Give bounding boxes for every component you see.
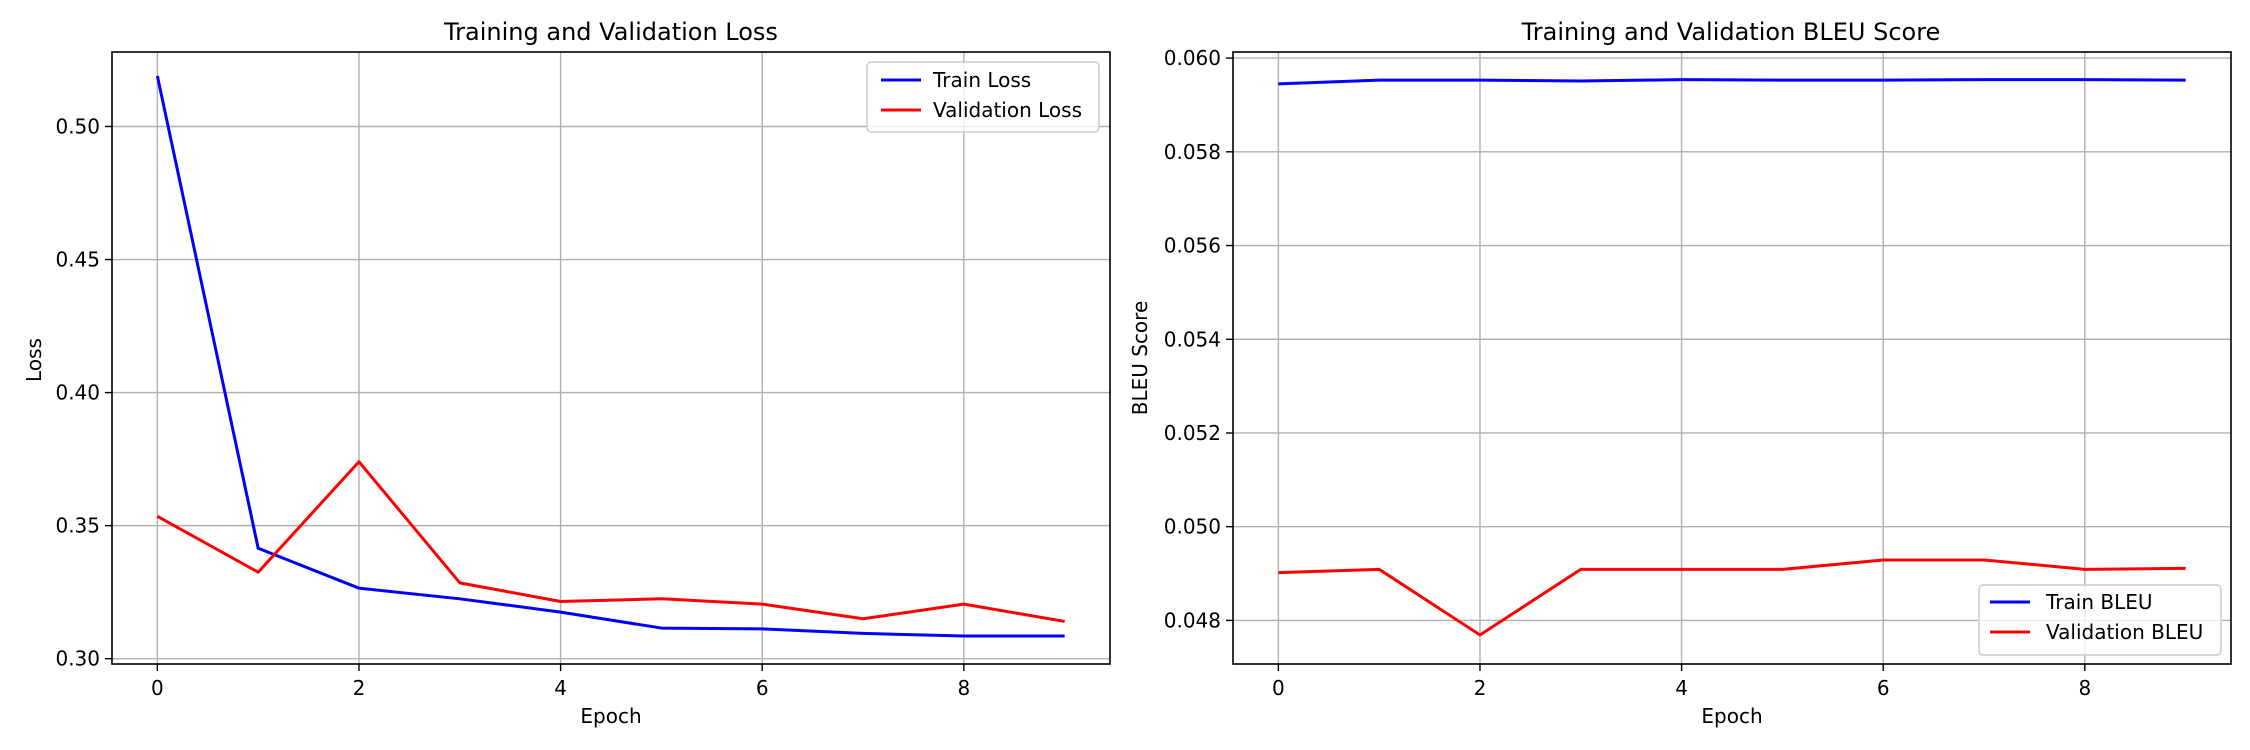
bleu-validation-bleu-line: [1278, 558, 2186, 637]
loss-chart-series: [155, 75, 1065, 638]
bleu-legend-validation-label: Validation BLEU: [2046, 620, 2203, 644]
bleu-y-tick-label: 0.060: [1164, 46, 1221, 70]
loss-y-tick-label: 0.35: [55, 514, 100, 538]
loss-y-tick-label: 0.45: [55, 248, 100, 272]
bleu-chart-grid: [1233, 52, 2231, 664]
bleu-train-bleu-line: [1278, 78, 2186, 86]
bleu-y-tick-label: 0.052: [1164, 421, 1221, 445]
loss-legend-train-label: Train Loss: [932, 68, 1031, 92]
bleu-y-tick-label: 0.056: [1164, 234, 1221, 258]
loss-x-tick-label: 2: [353, 676, 366, 700]
loss-legend-validation-label: Validation Loss: [933, 98, 1082, 122]
bleu-y-tick-label: 0.048: [1164, 608, 1221, 632]
loss-y-tick-label: 0.30: [55, 647, 100, 671]
bleu-x-tick-label: 2: [1474, 676, 1487, 700]
loss-y-axis-label: Loss: [22, 338, 46, 382]
bleu-chart-title: Training and Validation BLEU Score: [1521, 18, 1941, 46]
loss-chart-frame: [111, 51, 1111, 665]
bleu-y-tick-label: 0.058: [1164, 140, 1221, 164]
bleu-legend-frame: [1978, 584, 2222, 656]
loss-train-loss-line: [155, 75, 1065, 638]
bleu-legend: Train BLEU Validation BLEU: [1978, 584, 2222, 656]
bleu-x-tick-label: 0: [1272, 676, 1285, 700]
loss-y-tick-label: 0.40: [55, 381, 100, 405]
loss-chart-title: Training and Validation Loss: [443, 18, 778, 46]
loss-x-tick-label: 8: [957, 676, 970, 700]
loss-chart: Training and Validation Loss 0 2 4 6 8 0.30 0.…: [22, 18, 1111, 728]
bleu-y-tick-label: 0.054: [1164, 327, 1221, 351]
bleu-x-axis-label: Epoch: [1701, 704, 1762, 728]
loss-x-tick-label: 4: [554, 676, 567, 700]
bleu-x-tick-label: 8: [2078, 676, 2091, 700]
loss-x-tick-label: 6: [756, 676, 769, 700]
bleu-x-tick-label: 6: [1877, 676, 1890, 700]
bleu-chart-ticks: 0 2 4 6 8 0.048 0.050 0.052 0.054 0.056 0.058 0.060: [1164, 46, 2091, 700]
loss-validation-loss-line: [156, 460, 1065, 623]
bleu-chart-series: [1278, 78, 2186, 637]
loss-y-tick-label: 0.50: [55, 115, 100, 139]
bleu-chart: Training and Validation BLEU Score 0 2 4 6 8…: [1128, 18, 2232, 728]
bleu-legend-train-label: Train BLEU: [2045, 590, 2152, 614]
loss-chart-ticks: 0 2 4 6 8 0.30 0.35 0.40 0.45 0.50: [55, 115, 970, 700]
loss-x-axis-label: Epoch: [580, 704, 641, 728]
bleu-y-axis-label: BLEU Score: [1128, 301, 1152, 416]
bleu-x-tick-label: 4: [1675, 676, 1688, 700]
bleu-y-tick-label: 0.050: [1164, 515, 1221, 539]
loss-legend-frame: [866, 61, 1100, 133]
loss-x-tick-label: 0: [151, 676, 164, 700]
loss-chart-grid: [112, 52, 1110, 664]
loss-legend: Train Loss Validation Loss: [866, 61, 1100, 133]
bleu-chart-frame: [1232, 51, 2232, 665]
